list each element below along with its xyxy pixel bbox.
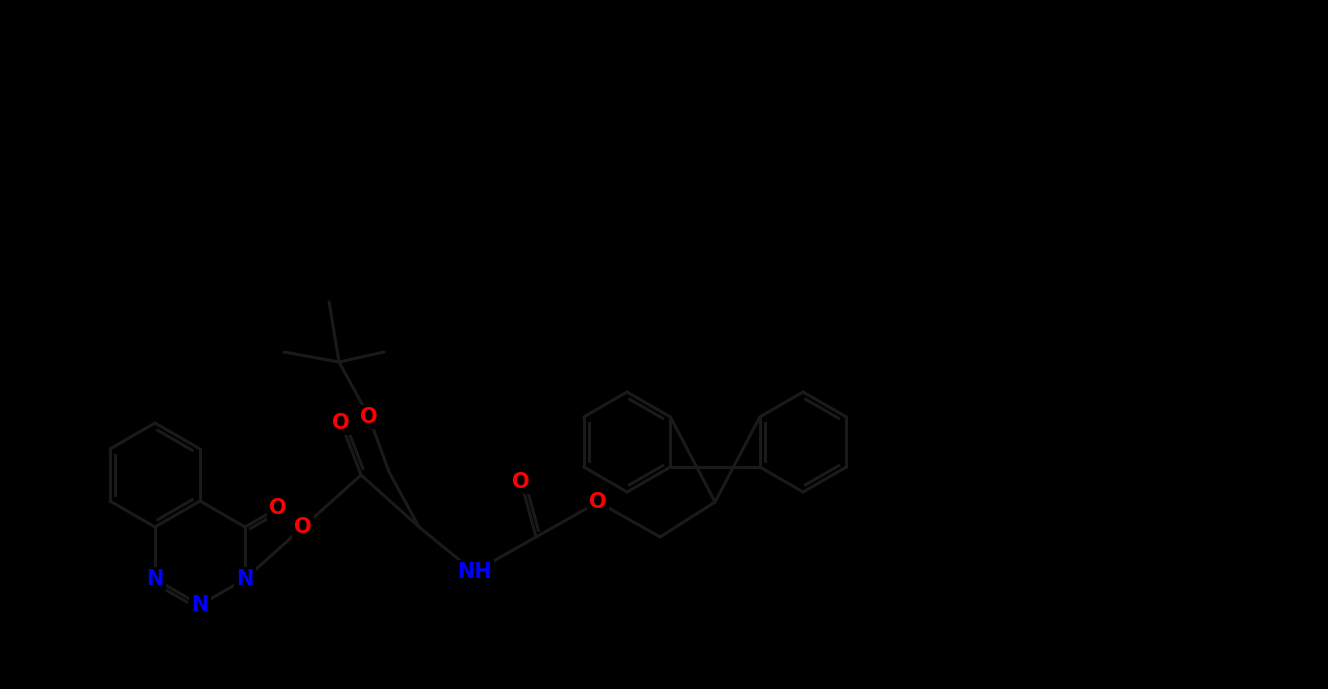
Text: O: O [590,492,607,512]
Text: O: O [332,413,349,433]
Text: N: N [191,595,208,615]
Text: O: O [270,498,287,518]
Text: O: O [295,517,312,537]
Text: O: O [360,407,378,427]
Text: N: N [146,569,163,589]
Text: O: O [513,472,530,492]
Text: N: N [236,569,254,589]
Text: NH: NH [457,562,491,582]
